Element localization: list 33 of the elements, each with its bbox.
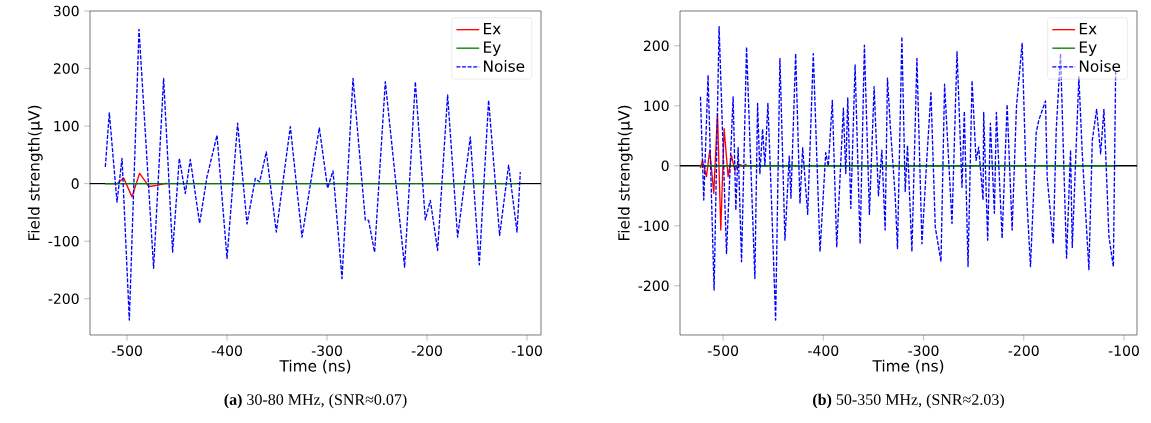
y-tick-label: 0 <box>71 178 79 189</box>
y-tick-label: -200 <box>638 280 669 292</box>
legend-label: Ex <box>1079 23 1097 35</box>
x-tick-label: -100 <box>1108 345 1139 356</box>
legend-label: Noise <box>1079 60 1121 72</box>
y-axis-title: Field strength(μV) <box>617 105 633 241</box>
x-tick-label: -200 <box>1008 345 1039 356</box>
legend-label: Ex <box>484 23 501 35</box>
x-tick-label: -500 <box>111 345 142 356</box>
x-axis-title: Time (ns) <box>872 359 944 374</box>
y-tick-label: 300 <box>53 5 79 17</box>
legend-label: Ey <box>1079 41 1097 56</box>
x-tick-label: -400 <box>211 345 242 356</box>
y-axis-title: Field strength(μV) <box>27 105 43 241</box>
x-axis-title: Time (ns) <box>279 359 351 374</box>
x-tick-label: -500 <box>707 345 739 356</box>
text: (b) 50-350 MHz, (SNR≈2.03) <box>813 393 1004 409</box>
x-tick-label: -200 <box>411 345 442 356</box>
y-tick-label: -200 <box>48 293 79 305</box>
text: (a) 30-80 MHz, (SNR≈0.07) <box>224 393 407 409</box>
y-tick-label: 0 <box>661 160 669 172</box>
y-tick-label: 100 <box>54 120 79 132</box>
x-tick-label: -400 <box>808 345 839 356</box>
y-tick-label: 200 <box>643 40 669 52</box>
legend-label: Ey <box>484 41 501 56</box>
x-tick-label: -100 <box>511 345 542 356</box>
y-tick-label: 100 <box>644 100 669 112</box>
y-tick-label: -100 <box>638 220 669 232</box>
x-tick-label: -300 <box>311 345 342 356</box>
y-tick-label: 200 <box>53 63 79 74</box>
x-tick-label: -300 <box>908 345 939 356</box>
legend-label: Noise <box>484 60 525 72</box>
y-tick-label: -100 <box>48 235 79 247</box>
